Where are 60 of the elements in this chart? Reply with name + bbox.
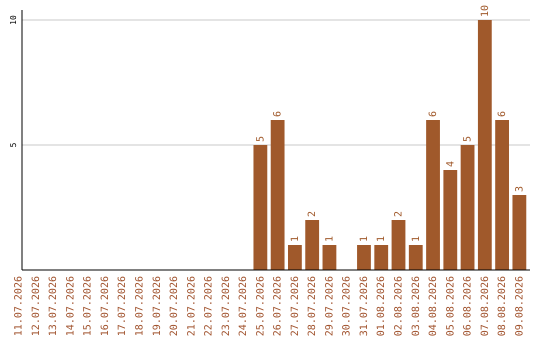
x-tick-label: 17.07.2026	[117, 276, 128, 336]
x-tick-label: 16.07.2026	[100, 276, 111, 336]
data-label: 10	[480, 4, 491, 17]
data-label: 6	[272, 110, 284, 117]
bar	[374, 245, 388, 270]
data-label: 1	[290, 236, 301, 242]
data-label: 1	[410, 236, 422, 242]
x-tick-label: 31.07.2026	[358, 276, 370, 336]
data-label: 2	[307, 210, 318, 217]
bar	[478, 20, 492, 270]
x-tick-label: 07.08.2026	[480, 276, 491, 336]
data-label: 6	[428, 110, 440, 117]
x-tick-label: 20.07.2026	[169, 276, 180, 336]
x-tick-label: 30.07.2026	[342, 276, 353, 336]
x-tick-label: 11.07.2026	[14, 276, 25, 336]
x-tick-label: 19.07.2026	[152, 276, 163, 336]
bar	[460, 145, 474, 270]
bar	[357, 245, 371, 270]
x-tick-label: 12.07.2026	[30, 276, 42, 336]
x-tick-label: 27.07.2026	[290, 276, 301, 336]
x-tick-label: 08.08.2026	[497, 276, 508, 336]
bar	[392, 220, 406, 270]
x-tick-label: 02.08.2026	[394, 276, 404, 336]
data-label: 1	[324, 236, 336, 242]
bar	[426, 120, 440, 270]
bar	[270, 120, 285, 270]
x-tick-label: 15.07.2026	[82, 276, 94, 336]
x-tick-label: 09.08.2026	[514, 276, 526, 336]
bar	[408, 245, 423, 270]
x-tick-label: 18.07.2026	[134, 276, 146, 336]
x-tick-label: 28.07.2026	[307, 276, 318, 336]
bar	[253, 145, 268, 270]
data-label: 5	[462, 136, 474, 142]
x-tick-label: 24.07.2026	[238, 276, 250, 336]
bar	[288, 245, 302, 270]
x-tick-label: 25.07.2026	[255, 276, 266, 336]
bar	[443, 170, 458, 270]
data-label: 2	[394, 210, 404, 217]
x-tick-label: 26.07.2026	[272, 276, 284, 336]
x-tick-label: 14.07.2026	[65, 276, 76, 336]
data-label: 4	[445, 160, 456, 167]
x-tick-label: 23.07.2026	[220, 276, 232, 336]
bar	[512, 195, 526, 270]
bar	[322, 245, 336, 270]
bar	[495, 120, 510, 270]
x-tick-label: 06.08.2026	[462, 276, 474, 336]
x-tick-label: 13.07.2026	[48, 276, 60, 336]
x-tick-label: 29.07.2026	[324, 276, 336, 336]
x-tick-label: 01.08.2026	[376, 276, 388, 336]
x-tick-label: 22.07.2026	[204, 276, 215, 336]
data-label: 3	[514, 186, 526, 192]
data-label: 5	[255, 136, 266, 142]
x-tick-label: 05.08.2026	[445, 276, 456, 336]
x-tick-label: 03.08.2026	[410, 276, 422, 336]
data-label: 1	[358, 236, 370, 242]
bar	[305, 220, 320, 270]
data-label: 6	[497, 110, 508, 117]
x-tick-label: 04.08.2026	[428, 276, 440, 336]
data-label: 1	[376, 236, 388, 242]
x-tick-label: 21.07.2026	[186, 276, 198, 336]
